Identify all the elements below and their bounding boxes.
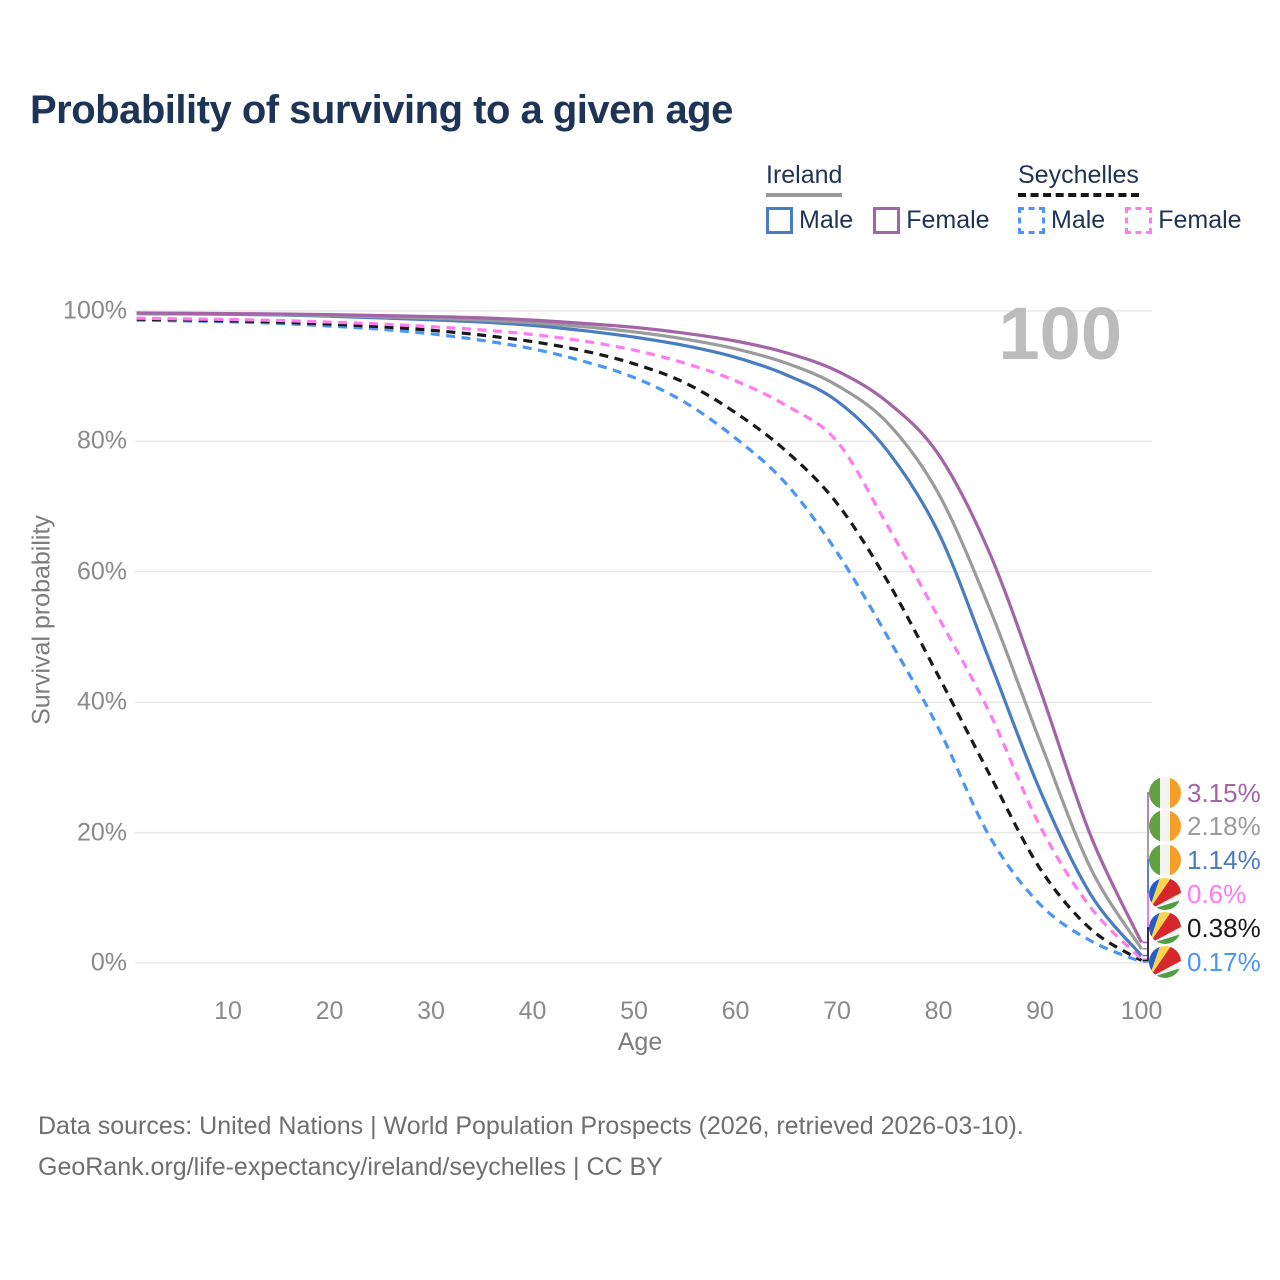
end-label-ireland-both: 2.18% (1149, 810, 1261, 842)
legend-label-ireland-male: Male (799, 206, 854, 234)
x-tick-label: 60 (721, 997, 750, 1025)
legend-group-ireland: Ireland Male Female (766, 161, 990, 235)
x-tick-label: 50 (620, 997, 648, 1025)
legend-header-seychelles: Seychelles (1018, 161, 1139, 197)
x-tick-label: 40 (518, 997, 547, 1025)
end-value: 0.38% (1187, 912, 1261, 943)
legend-header-ireland: Ireland (766, 161, 843, 197)
curve-ireland-male[interactable] (136, 312, 1143, 957)
x-tick-label: 10 (214, 997, 242, 1025)
x-tick-label: 70 (823, 997, 851, 1025)
legend-item-seychelles-female[interactable]: Female (1125, 206, 1242, 235)
seychelles-male-swatch-icon (1018, 207, 1045, 234)
seychelles-female-swatch-icon (1125, 207, 1153, 234)
seychelles-flag-icon (1149, 878, 1181, 910)
y-tick-label: 20% (76, 818, 127, 847)
y-tick-label: 40% (76, 687, 127, 716)
end-label-seychelles-female: 0.6% (1149, 878, 1246, 910)
legend-group-seychelles: Seychelles Male Female (1018, 161, 1242, 235)
legend-label-seychelles-female: Female (1158, 206, 1242, 234)
end-value: 3.15% (1187, 777, 1261, 808)
legend-item-ireland-male[interactable]: Male (766, 206, 853, 235)
ireland-flag-icon (1149, 810, 1181, 842)
end-value: 1.14% (1187, 844, 1261, 875)
curve-ireland-both-sexes[interactable] (136, 311, 1143, 950)
ireland-flag-icon (1149, 777, 1181, 809)
end-value: 0.17% (1187, 946, 1261, 977)
curve-seychelles-both-sexes[interactable] (136, 317, 1143, 962)
hover-age-readout: 100 (998, 292, 1122, 375)
legend-item-seychelles-male[interactable]: Male (1018, 206, 1105, 235)
x-tick-label: 100 (1120, 997, 1163, 1025)
y-tick-label: 80% (76, 426, 127, 455)
footer-line-1: Data sources: United Nations | World Pop… (38, 1112, 1024, 1140)
ireland-flag-icon (1149, 844, 1181, 876)
data-source-attribution: Data sources: United Nations | World Pop… (38, 1106, 1024, 1187)
end-value: 0.6% (1187, 878, 1247, 909)
ireland-female-swatch-icon (873, 207, 901, 234)
end-label-ireland-male: 1.14% (1149, 844, 1261, 876)
x-axis-title: Age (617, 1028, 663, 1056)
end-label-seychelles-both: 0.38% (1149, 912, 1261, 944)
end-label-ireland-female: 3.15% (1149, 777, 1261, 809)
curve-seychelles-male[interactable] (136, 318, 1143, 964)
x-tick-label: 30 (417, 997, 445, 1025)
page-title: Probability of surviving to a given age (30, 88, 733, 132)
x-tick-label: 80 (924, 997, 953, 1025)
ireland-male-swatch-icon (766, 207, 793, 234)
x-tick-label: 90 (1026, 997, 1054, 1025)
curve-ireland-female[interactable] (136, 311, 1143, 944)
y-tick-label: 100% (63, 296, 127, 325)
x-tick-label: 20 (315, 997, 344, 1025)
legend-row-ireland: Male Female (766, 206, 990, 235)
legend-row-seychelles: Male Female (1018, 206, 1242, 235)
y-tick-label: 60% (76, 557, 127, 586)
end-value: 2.18% (1187, 810, 1261, 841)
legend-item-ireland-female[interactable]: Female (873, 206, 990, 235)
seychelles-flag-icon (1149, 912, 1181, 944)
seychelles-flag-icon (1149, 946, 1181, 978)
end-label-seychelles-male: 0.17% (1149, 946, 1261, 978)
y-tick-label: 0% (90, 948, 127, 977)
footer-line-2: GeoRank.org/life-expectancy/ireland/seyc… (38, 1152, 663, 1181)
legend-label-seychelles-male: Male (1051, 206, 1106, 234)
curve-seychelles-female[interactable] (136, 316, 1143, 961)
legend-label-ireland-female: Female (906, 206, 990, 234)
